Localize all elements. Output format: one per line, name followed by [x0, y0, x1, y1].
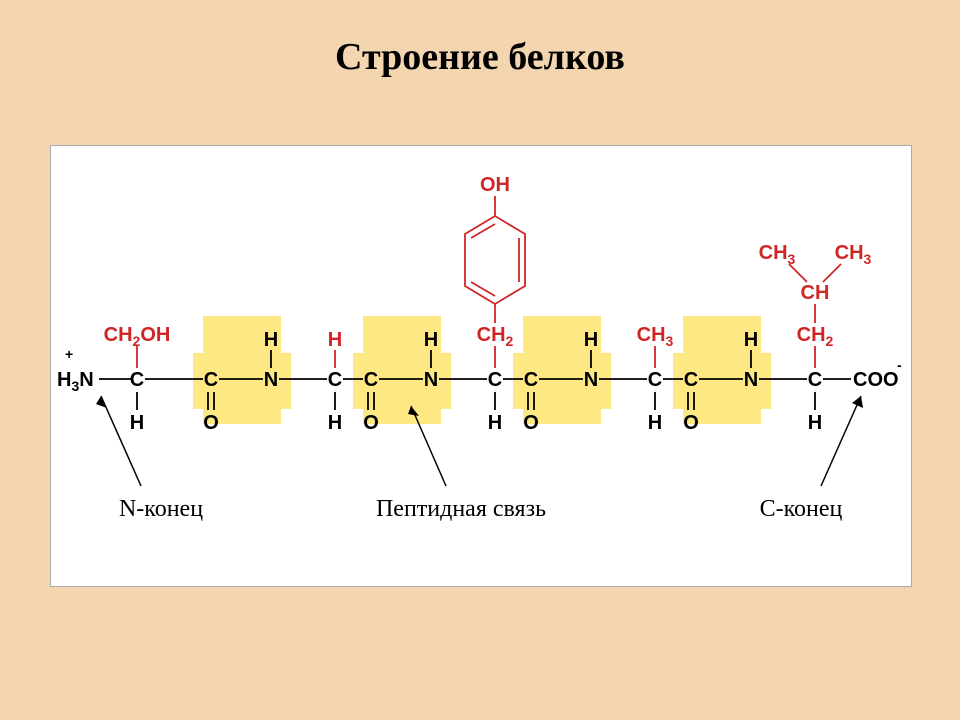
- carbonyl-c-1: C: [204, 369, 218, 391]
- amide-n-1: N: [264, 369, 278, 391]
- amide-h-2: H: [424, 329, 438, 351]
- leu-ch3-left: CH3: [759, 242, 796, 267]
- tyr-ring: [465, 216, 525, 304]
- leu-ch2: CH2: [797, 324, 834, 349]
- carbonyl-c-3: C: [524, 369, 538, 391]
- carbonyl-o-4: O: [683, 412, 699, 434]
- arrow-c-end: [821, 396, 861, 486]
- arrowhead-c-end: [852, 396, 863, 408]
- amide-h-3: H: [584, 329, 598, 351]
- alpha-h-4: H: [648, 412, 662, 434]
- peptide-diagram: + H3N C CH2OH H C O N H: [51, 146, 911, 586]
- n-terminal-charge: +: [65, 346, 73, 362]
- ala-ch3: CH3: [637, 324, 674, 349]
- c-terminal-charge: -: [897, 357, 902, 373]
- alpha-h-2: H: [328, 412, 342, 434]
- tyr-ch2: CH2: [477, 324, 514, 349]
- diagram-frame: + H3N C CH2OH H C O N H: [50, 145, 912, 587]
- c-alpha-5: C: [808, 369, 822, 391]
- carbonyl-c-2: C: [364, 369, 378, 391]
- carbonyl-c-4: C: [684, 369, 698, 391]
- label-c-end: С-конец: [760, 496, 843, 522]
- slide: Строение белков: [0, 0, 960, 720]
- bond: [823, 264, 841, 282]
- carbonyl-o-3: O: [523, 412, 539, 434]
- c-terminal-group: COO: [853, 369, 899, 391]
- carbonyl-o-1: O: [203, 412, 219, 434]
- c-alpha-3: C: [488, 369, 502, 391]
- tyr-oh: OH: [480, 174, 510, 196]
- label-peptide: Пептидная связь: [376, 496, 546, 522]
- leu-ch: CH: [801, 282, 830, 304]
- amide-n-4: N: [744, 369, 758, 391]
- alpha-h-5: H: [808, 412, 822, 434]
- arrowhead-n-end: [96, 396, 107, 408]
- leu-ch3-right: CH3: [835, 242, 872, 267]
- alpha-h-1: H: [130, 412, 144, 434]
- amide-n-2: N: [424, 369, 438, 391]
- amide-h-4: H: [744, 329, 758, 351]
- page-title: Строение белков: [0, 35, 960, 79]
- alpha-h-3: H: [488, 412, 502, 434]
- c-alpha-1: C: [130, 369, 144, 391]
- c-alpha-2: C: [328, 369, 342, 391]
- c-alpha-4: C: [648, 369, 662, 391]
- arrow-n-end: [101, 396, 141, 486]
- label-n-end: N-конец: [119, 496, 203, 522]
- amide-h-1: H: [264, 329, 278, 351]
- n-terminal-group: H3N: [57, 369, 94, 394]
- carbonyl-o-2: O: [363, 412, 379, 434]
- sidechain-ser: CH2OH: [104, 324, 171, 349]
- sidechain-h-2: H: [328, 329, 342, 351]
- amide-n-3: N: [584, 369, 598, 391]
